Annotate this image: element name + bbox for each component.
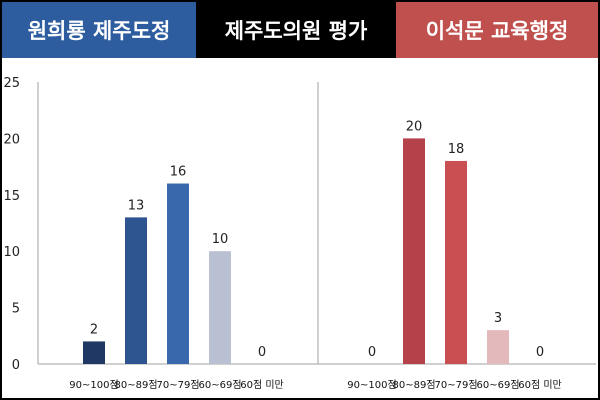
x-tick-label: 80~89점 [114, 379, 157, 391]
y-tick-label: 25 [3, 76, 20, 91]
y-tick-label: 20 [3, 132, 20, 147]
y-tick-label: 15 [3, 189, 20, 204]
bar [487, 330, 509, 364]
bar [209, 251, 231, 364]
x-tick-label: 90~100점 [347, 379, 396, 391]
data-label: 16 [170, 165, 187, 180]
bar [403, 138, 425, 364]
data-label: 18 [448, 142, 465, 157]
header-mid-title: 제주도의원 평가 [196, 2, 396, 58]
bar-chart: 0 5 10 15 20 25 2 90~100점 13 80~89점 16 70~79점 10 60~6… [3, 76, 596, 391]
data-label: 0 [258, 345, 266, 360]
header-right-title: 이석문 교육행정 [396, 2, 598, 58]
data-label: 3 [494, 311, 502, 326]
y-tick-label: 5 [12, 302, 20, 317]
data-label: 13 [128, 198, 145, 213]
x-tick-label: 80~89점 [392, 379, 435, 391]
header-left-title: 원희룡 제주도정 [2, 2, 196, 58]
x-tick-label: 60~69점 [198, 379, 241, 391]
y-tick-label: 0 [12, 358, 20, 373]
bar [167, 183, 189, 364]
x-tick-label: 60점 미만 [518, 379, 562, 391]
bar [125, 217, 147, 364]
bar [83, 341, 105, 364]
data-label: 2 [90, 322, 98, 337]
y-tick-label: 10 [3, 245, 20, 260]
x-tick-label: 90~100점 [69, 379, 118, 391]
bar [445, 160, 467, 364]
data-label: 20 [406, 119, 423, 134]
x-tick-label: 60점 미만 [240, 379, 284, 391]
header-bar: 원희룡 제주도정 제주도의원 평가 이석문 교육행정 [2, 2, 598, 58]
data-label: 0 [368, 345, 376, 360]
x-tick-label: 70~79점 [156, 379, 199, 391]
data-label: 0 [536, 345, 544, 360]
x-tick-label: 70~79점 [434, 379, 477, 391]
data-label: 10 [212, 232, 229, 247]
x-tick-label: 60~69점 [476, 379, 519, 391]
